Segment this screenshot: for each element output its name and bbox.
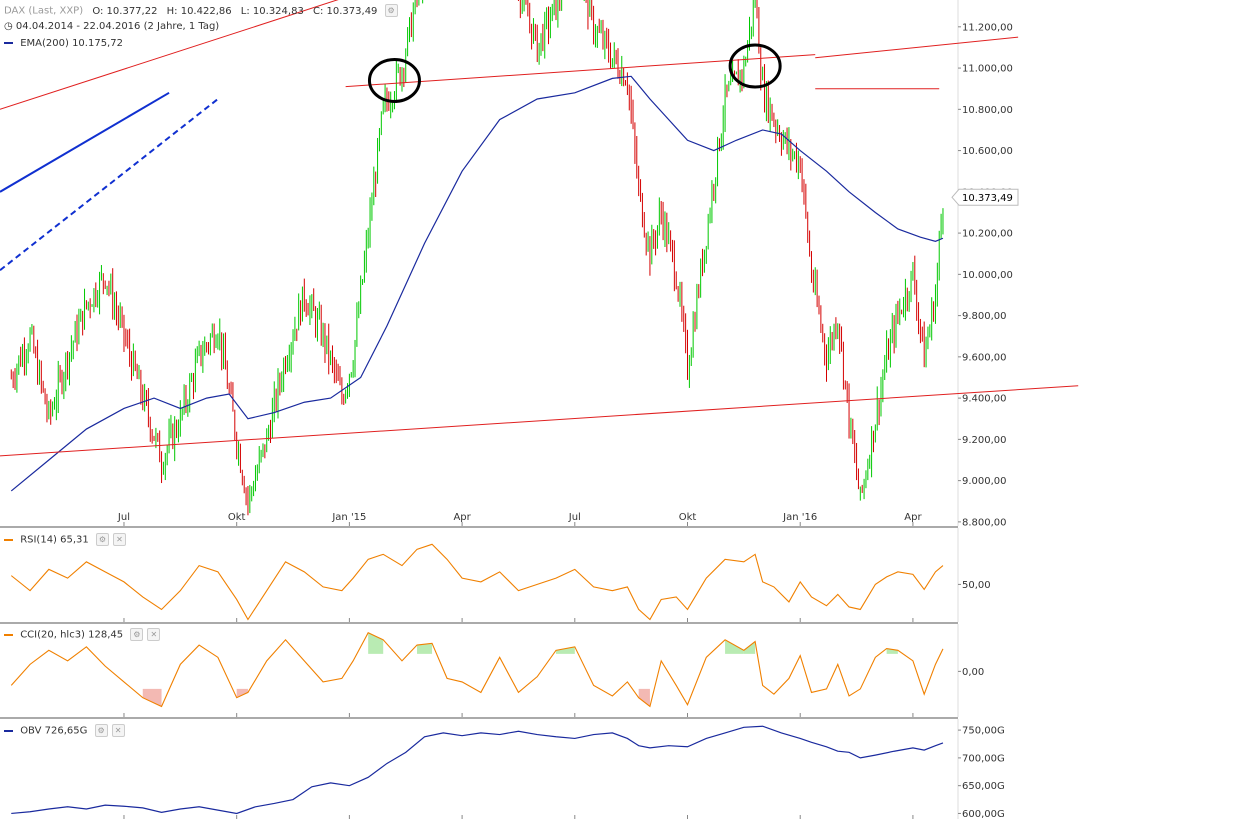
cci-swatch-icon <box>4 633 13 636</box>
y-tick-label: 10.200,00 <box>962 229 1013 240</box>
rsi-swatch-icon <box>4 538 13 541</box>
trendline <box>815 36 1019 59</box>
x-tick-label: Jul <box>117 512 130 523</box>
y-tick-label: 11.000,00 <box>962 64 1013 75</box>
ema-label: EMA(200) <box>20 38 69 49</box>
y-tick-label: 9.000,00 <box>962 476 1007 487</box>
rsi-line <box>10 543 944 621</box>
y-tick-label: 10.800,00 <box>962 105 1013 116</box>
close-value: C: 10.373,49 <box>313 5 378 17</box>
settings-icon[interactable]: ⚙ <box>130 628 144 641</box>
cci-overbought-fill <box>743 641 756 654</box>
cci-oversold-fill <box>236 688 248 698</box>
highlight-circle <box>367 57 421 103</box>
y-tick-label: 10.600,00 <box>962 146 1013 157</box>
rsi-value: 65,31 <box>60 534 89 546</box>
rsi-label: RSI(14) <box>20 534 57 546</box>
y-tick-label: 9.400,00 <box>962 394 1007 405</box>
open-value: O: 10.377,22 <box>92 5 158 17</box>
cci-panel <box>10 632 944 708</box>
cci-overbought-fill <box>725 639 744 654</box>
cci-overbought-fill <box>368 632 384 654</box>
cci-value: 128,45 <box>88 629 124 641</box>
cci-overbought-fill <box>556 646 575 654</box>
ema-legend[interactable]: EMA(200) 10.175,72 <box>4 37 123 51</box>
last-price-box <box>951 188 1019 206</box>
y-tick-label: 600,00G <box>962 809 1005 819</box>
cci-oversold-fill <box>638 688 650 707</box>
settings-icon[interactable]: ⚙ <box>384 4 398 17</box>
y-tick-label: 9.800,00 <box>962 311 1007 322</box>
cci-oversold-fill <box>142 688 162 707</box>
close-icon[interactable]: ✕ <box>111 724 125 737</box>
trendline <box>0 98 219 272</box>
x-tick-label: Okt <box>228 512 246 523</box>
trendline <box>0 0 339 110</box>
y-tick-label: 9.200,00 <box>962 435 1007 446</box>
range-row: ◷ 04.04.2014 - 22.04.2016 (2 Jahre, 1 Ta… <box>4 20 219 34</box>
rsi-panel <box>10 543 944 621</box>
clock-icon: ◷ <box>4 21 13 32</box>
cci-label: CCI(20, hlc3) <box>20 629 85 641</box>
rsi-legend[interactable]: RSI(14) 65,31 ⚙ ✕ <box>4 533 126 548</box>
settings-icon[interactable]: ⚙ <box>94 724 108 737</box>
y-tick-label: 750,00G <box>962 726 1005 737</box>
y-tick-label: 9.600,00 <box>962 352 1007 363</box>
price-panel <box>0 0 1079 516</box>
chart-header: DAX (Last, XXP) O: 10.377,22 H: 10.422,8… <box>4 4 398 19</box>
y-tick-label: 10.000,00 <box>962 270 1013 281</box>
y-tick-label: 8.800,00 <box>962 517 1007 528</box>
x-tick-label: Apr <box>904 512 922 523</box>
cci-overbought-fill <box>417 643 433 654</box>
highlight-circle <box>728 43 782 89</box>
obv-line <box>11 725 944 815</box>
y-tick-label: 0,00 <box>962 667 984 678</box>
last-price-tag: 10.373,49 <box>951 188 1019 206</box>
high-value: H: 10.422,86 <box>166 5 232 17</box>
close-icon[interactable]: ✕ <box>147 628 161 641</box>
x-tick-label: Okt <box>679 512 697 523</box>
trendline <box>0 91 170 193</box>
cci-legend[interactable]: CCI(20, hlc3) 128,45 ⚙ ✕ <box>4 628 161 643</box>
obv-swatch-icon <box>4 729 13 732</box>
symbol-label: DAX (Last, XXP) <box>4 5 84 17</box>
y-tick-label: 700,00G <box>962 753 1005 764</box>
ema-value: 10.175,72 <box>72 38 123 49</box>
obv-label: OBV <box>20 725 42 737</box>
x-tick-label: Jan '16 <box>782 512 817 523</box>
obv-value: 726,65G <box>44 725 88 737</box>
x-tick-label: Jan '15 <box>331 512 366 523</box>
obv-panel <box>11 725 944 815</box>
y-tick-label: 50,00 <box>962 580 991 591</box>
trendline <box>345 54 816 88</box>
trendline <box>0 385 1079 457</box>
cci-line <box>10 632 944 708</box>
y-tick-label: 650,00G <box>962 781 1005 792</box>
obv-legend[interactable]: OBV 726,65G ⚙ ✕ <box>4 724 125 739</box>
low-value: L: 10.324,83 <box>240 5 304 17</box>
close-icon[interactable]: ✕ <box>112 533 126 546</box>
ema-swatch-icon <box>4 42 13 44</box>
x-tick-label: Jul <box>568 512 581 523</box>
ema-line <box>10 75 944 492</box>
last-price-label: 10.373,49 <box>962 193 1013 204</box>
y-tick-label: 11.200,00 <box>962 22 1013 33</box>
settings-icon[interactable]: ⚙ <box>95 533 109 546</box>
x-tick-label: Apr <box>453 512 471 523</box>
date-range: 04.04.2014 - 22.04.2016 (2 Jahre, 1 Tag) <box>15 21 220 32</box>
